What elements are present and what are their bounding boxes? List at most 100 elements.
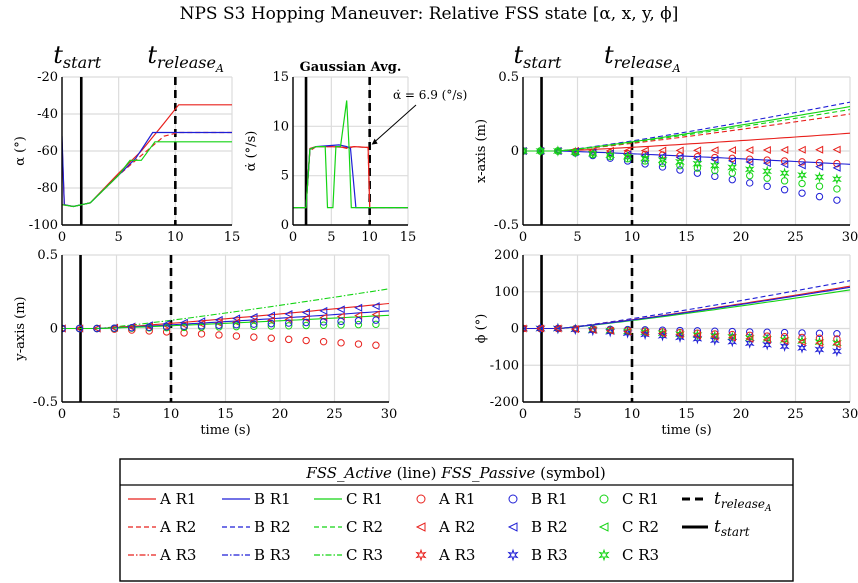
circle-marker — [285, 335, 293, 344]
x-tick-label: 30 — [842, 230, 858, 245]
triangle-marker — [780, 336, 789, 345]
circle-marker — [641, 157, 649, 165]
x-axis-label: time (s) — [661, 423, 711, 438]
x-tick-label: 5 — [573, 230, 581, 245]
x-tick-label: 0 — [58, 230, 66, 245]
triangle-marker — [605, 326, 614, 335]
legend-label: treleaseA — [714, 489, 772, 514]
chart-title: Gaussian Avg. — [300, 60, 402, 75]
x-tick-label: 15 — [217, 407, 234, 422]
triangle-marker — [710, 146, 719, 155]
y-tick-label: 0.5 — [37, 248, 58, 263]
y-tick-label: 0.5 — [498, 70, 519, 85]
x-tick-label: 25 — [326, 407, 343, 422]
circle-marker — [833, 330, 841, 338]
x-tick-label: 5 — [327, 230, 335, 245]
star-marker — [598, 548, 610, 562]
x-tick-label: 15 — [678, 230, 695, 245]
circle-marker — [372, 341, 380, 349]
circle-marker — [250, 320, 258, 328]
star-marker — [709, 159, 720, 172]
triangle-marker — [266, 316, 275, 325]
triangle-marker — [598, 522, 609, 532]
triangle-marker — [762, 145, 771, 155]
x-tick-label: 10 — [167, 230, 184, 245]
y-tick-label: -100 — [29, 218, 58, 233]
y-tick-label: 0 — [281, 218, 289, 233]
triangle-marker — [658, 146, 667, 155]
circle-marker — [815, 182, 824, 190]
legend-item: B R2 — [222, 518, 291, 536]
chart-phi: 0 5 10 15 20 25 30 -200 -100 0 100 200 ϕ (°) time (s) — [474, 248, 858, 438]
series-a-r2 — [523, 113, 850, 152]
plot-area — [293, 77, 408, 225]
circle-marker — [215, 321, 223, 329]
circle-marker — [128, 324, 136, 332]
x-tick-label: 15 — [678, 407, 695, 422]
circle-marker — [523, 147, 527, 155]
y-axis-label: y-axis (m) — [13, 296, 28, 361]
legend-title-part: FSS_Active — [305, 464, 392, 482]
figure-title: NPS S3 Hopping Maneuver: Relative FSS st… — [180, 4, 679, 24]
circle-marker — [162, 328, 171, 336]
circle-marker — [337, 321, 345, 329]
circle-marker — [815, 159, 824, 167]
y-axis-label: ϕ (°) — [474, 314, 489, 344]
legend-label: C R1 — [622, 490, 659, 508]
x-tick-label: 25 — [787, 407, 804, 422]
circle-marker — [197, 330, 206, 338]
circle-marker — [815, 192, 824, 201]
triangle-marker — [415, 522, 426, 532]
star-marker — [692, 157, 703, 170]
triangle-marker — [780, 145, 789, 154]
legend-label-part: A R3 — [159, 546, 196, 564]
legend-item: A R2 — [415, 518, 475, 536]
legend-label: B R2 — [254, 518, 291, 536]
circle-marker — [780, 186, 789, 194]
x-tick-label: 15 — [400, 230, 417, 245]
marker-series-a-r2 — [523, 324, 841, 349]
circle-marker — [711, 166, 719, 175]
triangle-marker — [571, 325, 580, 334]
legend-label-part: B R3 — [254, 546, 291, 564]
y-tick-label: -0.5 — [33, 395, 58, 410]
legend-label-part: C R2 — [622, 518, 659, 536]
legend-label-part: B R1 — [254, 490, 291, 508]
triangle-marker — [762, 335, 771, 344]
circle-marker — [763, 182, 771, 190]
chart-y_axis: 0 5 10 15 20 25 30-0.500.5y-axis (m)time (s) — [13, 248, 397, 438]
label-part: t — [53, 41, 63, 69]
triangle-marker — [507, 522, 518, 532]
legend-label-part: t — [714, 517, 721, 537]
circle-marker — [676, 161, 684, 170]
legend-label-part: A R2 — [438, 518, 475, 536]
legend-label-part: C R2 — [346, 518, 383, 536]
y-axis-label: α (°) — [13, 136, 28, 166]
legend-label-part: B R2 — [254, 518, 291, 536]
circle-marker — [833, 185, 841, 193]
legend-item: A R3 — [415, 546, 475, 564]
triangle-marker — [815, 339, 824, 348]
triangle-marker — [797, 145, 806, 154]
label-part: release — [157, 53, 216, 72]
y-tick-label: 0 — [511, 144, 519, 159]
plot-area — [523, 255, 850, 402]
triangle-marker — [523, 324, 527, 333]
triangle-marker — [284, 309, 293, 319]
circle-marker — [285, 319, 293, 327]
triangle-marker — [214, 319, 223, 328]
circle-marker — [693, 169, 702, 177]
x-tick-label: 30 — [842, 407, 858, 422]
legend-item: treleaseA — [682, 489, 772, 514]
star-marker — [727, 161, 738, 174]
triangle-marker — [745, 334, 754, 343]
legend-label-part: A R1 — [438, 490, 475, 508]
circle-marker — [285, 322, 293, 330]
x-tick-label: 0 — [519, 407, 527, 422]
legend-label-part: C R3 — [622, 546, 659, 564]
star-marker — [762, 165, 773, 177]
triangle-marker — [710, 332, 719, 341]
legend-label-part: C R3 — [346, 546, 383, 564]
triangle-marker — [675, 330, 684, 339]
legend-label: A R1 — [438, 490, 475, 508]
